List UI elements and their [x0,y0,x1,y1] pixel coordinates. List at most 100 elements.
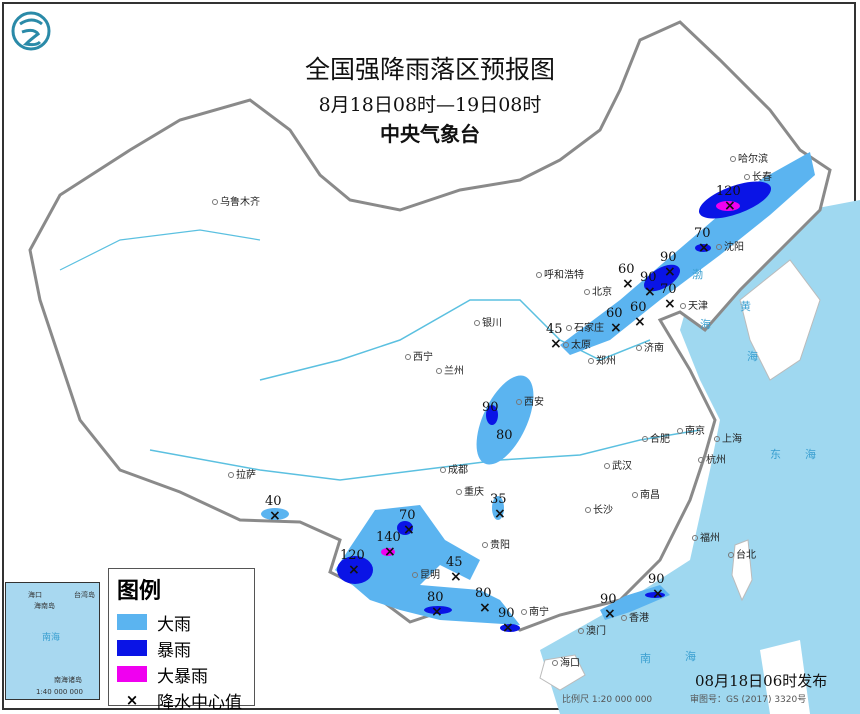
city-label: 贵阳 [482,540,510,552]
rain-center-value: 45 [546,322,563,337]
city-label: 南京 [677,426,705,438]
map-scale: 比例尺 1:20 000 000 [562,695,653,705]
inset-scale: 1:40 000 000 [36,688,83,696]
city-label: 福州 [692,533,720,545]
rain-center-marker: × [348,562,360,578]
city-label: 呼和浩特 [536,270,584,282]
rain-center-value: 80 [496,428,513,443]
city-label: 兰州 [436,366,464,378]
rain-center-marker: × [622,276,634,292]
tarim-river [59,229,261,271]
rain-center-marker: × [450,569,462,585]
city-label: 济南 [636,343,664,355]
rainstorm-guangdong [645,592,665,598]
city-label: 北京 [584,287,612,299]
inset-label: 南海 [42,633,61,643]
rain-center-value: 70 [694,226,711,241]
inset-label: 台湾岛 [74,591,95,599]
rain-center-marker: × [724,198,736,214]
legend-swatch [117,640,147,656]
sea-label: 海 [805,448,816,461]
map-title: 全国强降雨落区预报图 [304,55,555,84]
south-china-sea-inset: 海口 海南岛 台湾岛 南海 南海诸岛 1:40 000 000 [5,582,100,700]
legend-swatch [117,614,147,630]
heavy-rainstorm-yunnan [381,548,395,556]
rain-center-value: 90 [648,572,665,587]
rain-center-value: 120 [340,548,365,563]
rainstorm-shaanxi [486,405,498,425]
rain-center-marker: × [610,320,622,336]
rain-center-value: 90 [660,250,677,265]
legend-label: 降水中心值 [157,692,242,713]
rain-center-marker: × [479,600,491,616]
rain-center-value: 60 [630,300,647,315]
rain-center-value: 90 [498,606,515,621]
city-label: 南昌 [632,490,660,502]
heavy-rain-chongqing [492,496,504,520]
city-label: 银川 [474,318,502,330]
rain-center-marker: × [604,606,616,622]
rain-center-value: 90 [600,592,617,607]
city-label: 昆明 [412,570,440,582]
cross-marker-icon: × [125,691,139,709]
legend-item-rain-center: × 降水中心值 [117,687,246,713]
heavy-rain-tibet [261,508,289,520]
legend: 图例 大雨 暴雨 大暴雨 × 降水中心值 [108,568,255,713]
sea-label: 海 [747,350,758,363]
sea-label: 渤 [692,268,703,281]
rain-center-marker: × [550,336,562,352]
city-label: 西宁 [405,352,433,364]
sea-label: 东 [770,448,781,461]
forecast-period: 8月18日08时—19日08时 [318,94,542,116]
city-label: 成都 [440,465,468,477]
legend-swatch [117,666,147,682]
heavy-rainstorm-jilin [716,201,740,211]
rain-center-marker: × [403,522,415,538]
rainstorm-south [424,606,452,614]
city-label: 石家庄 [566,323,604,335]
city-label: 武汉 [604,461,632,473]
city-label: 重庆 [456,487,484,499]
city-label: 长春 [744,172,772,184]
rain-center-marker: × [644,284,656,300]
city-label: 澳门 [578,626,606,638]
city-label: 南宁 [521,607,549,619]
rain-center-marker: × [494,506,506,522]
rain-center-value: 60 [606,306,623,321]
rain-center-marker: × [269,508,281,524]
city-label: 沈阳 [716,242,744,254]
rain-center-value: 120 [716,184,741,199]
issue-time: 08月18日06时发布 [695,672,828,690]
rain-center-marker: × [698,240,710,256]
city-label: 香港 [621,613,649,625]
legend-item-heavy-rainstorm: 大暴雨 [117,661,246,687]
rain-center-value: 80 [427,590,444,605]
agency-name: 中央气象台 [380,122,480,146]
rain-center-marker: × [664,296,676,312]
inset-label: 海南岛 [34,602,55,610]
sea-label: 海 [700,318,711,331]
rain-center-marker: × [384,544,396,560]
city-label: 乌鲁木齐 [212,197,260,209]
philippines-land [760,640,810,714]
rain-center-value: 90 [640,270,657,285]
rainstorm-yunnan-north [397,521,413,535]
city-label: 天津 [680,301,708,313]
rainstorm-shenyang [695,244,711,252]
korea-land [739,259,821,381]
sea-label: 海 [685,650,696,663]
rain-center-value: 40 [265,494,282,509]
city-label: 杭州 [698,455,726,467]
rain-center-value: 70 [399,508,416,523]
rain-center-marker: × [634,314,646,330]
city-label: 合肥 [642,434,670,446]
rainstorm-areas [337,181,772,632]
rain-center-value: 45 [446,555,463,570]
city-label: 海口 [552,658,580,670]
heavy-rain-yunnan [335,505,520,625]
rain-center-value: 60 [618,262,635,277]
rain-center-marker: × [652,586,664,602]
city-label: 郑州 [588,356,616,368]
legend-item-heavy-rain: 大雨 [117,609,246,635]
rainstorm-yunnan-west [337,556,373,584]
